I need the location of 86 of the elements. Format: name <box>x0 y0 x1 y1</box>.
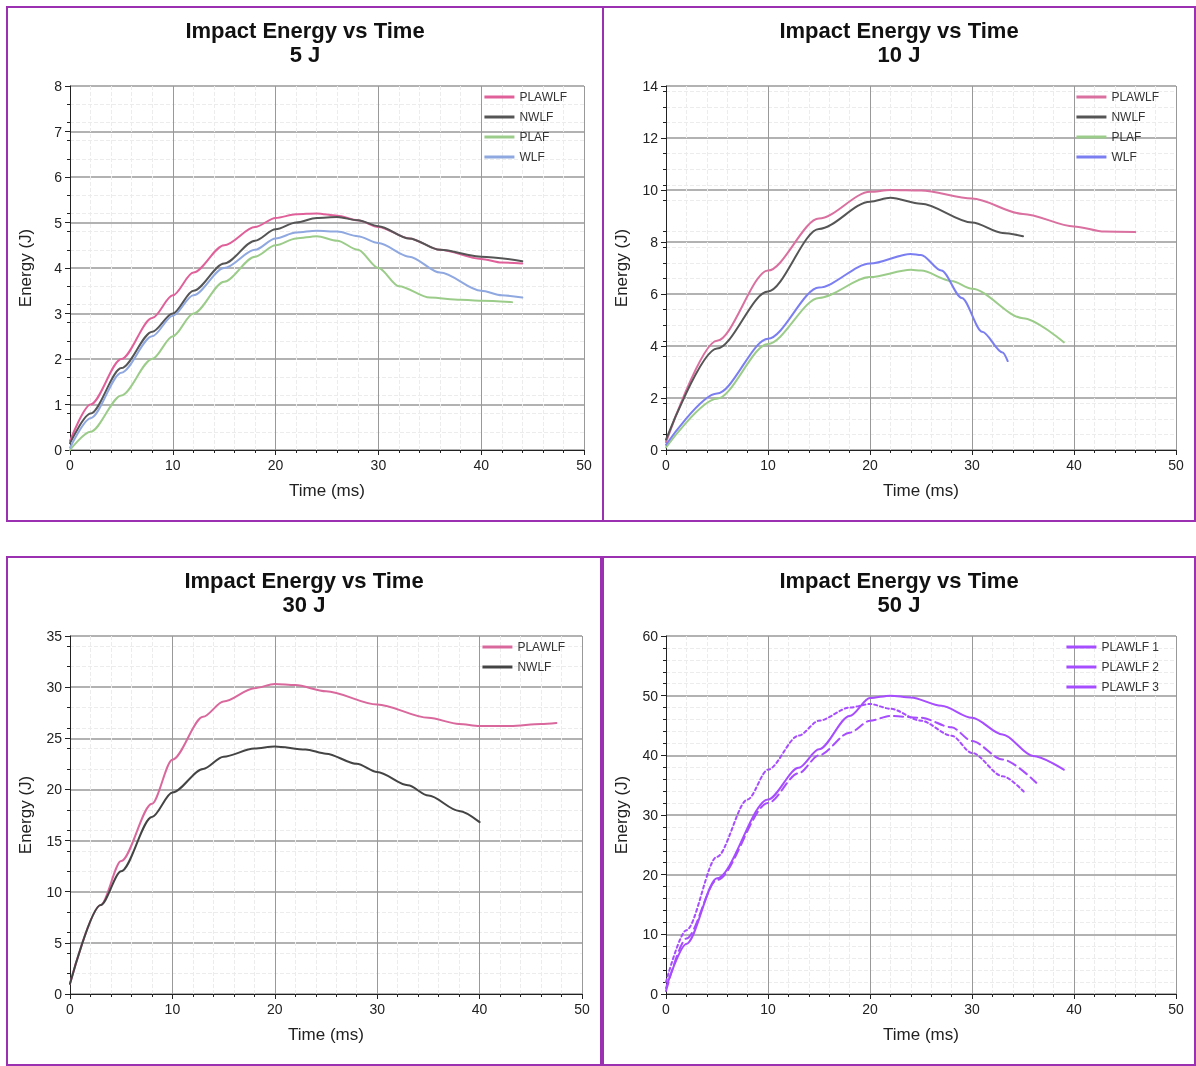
y-tick-label: 6 <box>650 286 659 302</box>
y-axis-title: Energy (J) <box>612 775 631 855</box>
line-series <box>665 189 1137 444</box>
y-tick-label: 7 <box>54 123 63 140</box>
x-tick-label: 40 <box>471 1001 488 1017</box>
legend-label: PLAF <box>1111 130 1142 144</box>
y-tick-label: 15 <box>46 832 63 849</box>
y-tick-label: 14 <box>642 78 659 94</box>
chart-title: Impact Energy vs Time <box>185 17 425 43</box>
x-tick-label: 20 <box>862 1001 878 1017</box>
legend-label: WLF <box>519 150 545 164</box>
line-series <box>665 268 1065 449</box>
y-tick-label: 1 <box>54 396 63 413</box>
y-tick-label: 50 <box>642 687 659 704</box>
x-tick-label: 20 <box>267 457 284 473</box>
line-series <box>665 252 1009 446</box>
y-tick-label: 10 <box>642 926 659 943</box>
y-axis-title: Energy (J) <box>16 775 35 855</box>
legend-label: PLAWLF 3 <box>1101 680 1160 694</box>
y-tick-label: 0 <box>650 986 659 1002</box>
y-tick-label: 0 <box>54 986 63 1002</box>
x-axis-title: Time (ms) <box>289 481 365 500</box>
x-tick-label: 20 <box>862 457 878 473</box>
y-tick-label: 5 <box>54 214 63 231</box>
line-series <box>665 196 1024 441</box>
x-tick-label: 10 <box>760 457 776 473</box>
y-tick-label: 5 <box>54 934 63 951</box>
line-series <box>69 745 481 985</box>
x-tick-label: 10 <box>164 1001 181 1017</box>
y-tick-label: 4 <box>54 260 63 276</box>
y-tick-label: 20 <box>46 781 63 798</box>
x-axis-title: Time (ms) <box>883 481 959 500</box>
legend-label: PLAWLF <box>517 640 566 654</box>
chart-title: Impact Energy vs Time <box>779 567 1019 593</box>
legend-label: PLAWLF 1 <box>1101 640 1160 654</box>
x-tick-label: 10 <box>165 457 181 473</box>
y-tick-label: 20 <box>642 866 659 883</box>
y-tick-label: 0 <box>650 442 659 458</box>
y-tick-label: 0 <box>54 442 63 458</box>
legend-label: NWLF <box>519 110 554 124</box>
x-tick-label: 30 <box>369 1001 386 1017</box>
y-tick-label: 60 <box>642 628 659 644</box>
x-axis-title: Time (ms) <box>883 1025 959 1044</box>
legend-label: NWLF <box>517 660 552 674</box>
y-tick-label: 6 <box>54 169 63 185</box>
y-tick-label: 2 <box>650 390 659 406</box>
y-tick-label: 2 <box>54 351 63 367</box>
x-tick-label: 50 <box>1168 1001 1184 1017</box>
chart-title: Impact Energy vs Time <box>184 567 424 593</box>
x-tick-label: 0 <box>66 457 75 473</box>
legend-label: PLAWLF <box>519 90 568 104</box>
y-tick-label: 8 <box>54 78 63 94</box>
x-tick-label: 50 <box>1168 457 1184 473</box>
y-axis-title: Energy (J) <box>612 228 631 308</box>
legend-label: PLAF <box>519 130 550 144</box>
legend-label: NWLF <box>1111 110 1146 124</box>
x-tick-label: 30 <box>370 457 387 473</box>
y-tick-label: 3 <box>54 305 63 322</box>
y-tick-label: 8 <box>650 234 659 250</box>
legend-label: PLAWLF <box>1111 90 1160 104</box>
y-tick-label: 12 <box>642 130 659 146</box>
y-tick-label: 10 <box>46 883 63 900</box>
x-tick-label: 30 <box>964 457 980 473</box>
x-tick-label: 50 <box>574 1001 590 1017</box>
x-tick-label: 0 <box>662 457 671 473</box>
x-tick-label: 10 <box>760 1001 776 1017</box>
y-tick-label: 25 <box>46 730 63 747</box>
x-tick-label: 40 <box>1066 457 1082 473</box>
chart-title: Impact Energy vs Time <box>779 17 1019 43</box>
y-tick-label: 4 <box>650 338 659 354</box>
y-tick-label: 30 <box>46 679 63 696</box>
y-tick-label: 35 <box>46 628 63 644</box>
y-tick-label: 30 <box>642 807 659 823</box>
x-tick-label: 20 <box>267 1001 283 1017</box>
y-tick-label: 10 <box>642 182 659 198</box>
x-tick-label: 40 <box>473 457 490 473</box>
x-tick-label: 40 <box>1066 1001 1082 1017</box>
x-axis-title: Time (ms) <box>288 1025 364 1044</box>
x-tick-label: 0 <box>66 1001 75 1017</box>
x-tick-label: 30 <box>964 1001 980 1017</box>
y-tick-label: 40 <box>642 747 659 764</box>
x-tick-label: 0 <box>662 1001 671 1017</box>
y-axis-title: Energy (J) <box>16 228 35 308</box>
x-tick-label: 50 <box>576 457 592 473</box>
legend-label: PLAWLF 2 <box>1101 660 1160 674</box>
legend-label: WLF <box>1111 150 1137 164</box>
